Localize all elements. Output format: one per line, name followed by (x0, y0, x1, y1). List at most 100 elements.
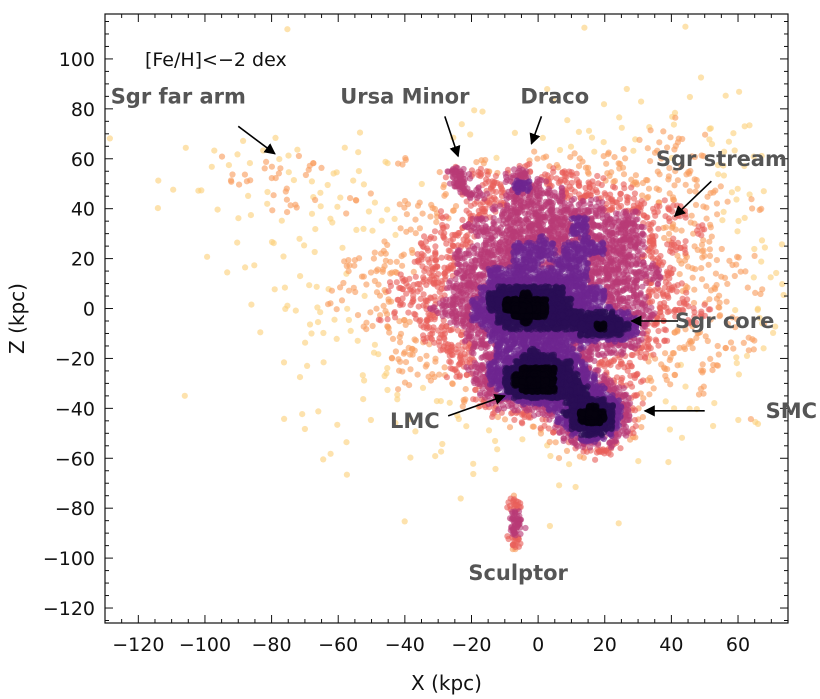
star-point (280, 359, 288, 366)
star-point (410, 292, 417, 299)
star-point (582, 184, 589, 192)
star-point (422, 238, 430, 245)
star-point (452, 203, 460, 210)
star-point (670, 197, 678, 204)
star-point (464, 232, 471, 239)
star-point (574, 443, 581, 450)
star-point (243, 178, 250, 185)
star-point (657, 309, 664, 316)
star-point (756, 314, 763, 322)
star-point (745, 347, 752, 354)
star-point (567, 171, 575, 178)
star-point (281, 415, 288, 422)
star-point (734, 185, 741, 192)
star-point (706, 296, 713, 303)
star-point (234, 239, 241, 246)
star-point (420, 244, 427, 251)
star-point (355, 168, 362, 175)
star-point (472, 386, 479, 393)
star-point (320, 456, 327, 463)
star-point (624, 199, 631, 206)
star-point (618, 358, 625, 366)
star-point (710, 422, 717, 430)
star-point (600, 139, 607, 146)
star-point (494, 446, 501, 453)
star-point (689, 338, 696, 345)
star-point (749, 336, 756, 343)
star-point (571, 150, 578, 157)
star-point (632, 172, 640, 179)
star-point (643, 334, 650, 341)
star-point (278, 217, 285, 224)
star-point (772, 323, 779, 330)
star-point (599, 199, 606, 206)
star-point (211, 147, 218, 154)
star-point (435, 327, 442, 334)
star-point (437, 208, 445, 215)
star-point (395, 160, 402, 167)
star-point (618, 376, 625, 383)
star-point (371, 341, 378, 348)
star-point (685, 317, 692, 324)
star-point (381, 263, 388, 270)
star-point (486, 331, 493, 338)
star-point (620, 385, 627, 392)
star-point (414, 288, 421, 295)
star-point (767, 274, 774, 281)
star-point (347, 195, 354, 202)
star-point (405, 344, 412, 351)
star-point (623, 85, 630, 93)
star-point (707, 306, 714, 313)
star-point (345, 316, 352, 324)
star-point (757, 290, 764, 298)
star-point (345, 268, 352, 275)
star-point (208, 163, 215, 170)
star-point (733, 360, 740, 367)
star-point (343, 439, 350, 446)
star-point (106, 135, 113, 142)
star-point (556, 482, 563, 489)
star-point (470, 350, 477, 357)
star-point (639, 251, 646, 258)
star-point (425, 247, 432, 254)
star-point (268, 175, 275, 182)
star-point (631, 190, 639, 197)
star-point (718, 245, 725, 253)
star-point (454, 232, 461, 239)
star-point (418, 256, 425, 263)
star-point (654, 268, 661, 276)
star-point (650, 238, 657, 245)
star-point (292, 307, 299, 314)
star-point (399, 286, 406, 293)
star-point (504, 244, 512, 251)
star-point (631, 417, 638, 424)
star-point (388, 269, 396, 276)
star-point (467, 131, 474, 138)
star-point (430, 304, 437, 311)
star-point (749, 205, 756, 212)
star-point (276, 156, 283, 163)
star-point (443, 223, 450, 230)
star-point (678, 162, 685, 169)
star-point (299, 411, 306, 418)
star-point (421, 276, 428, 283)
star-point (724, 280, 731, 287)
star-point (605, 149, 612, 156)
star-point (360, 181, 367, 188)
star-point (308, 210, 316, 217)
star-point (170, 186, 177, 193)
star-point (530, 412, 538, 419)
star-point (686, 188, 693, 195)
star-point (647, 158, 654, 165)
star-point (449, 242, 456, 249)
star-point (401, 317, 408, 324)
star-point (615, 520, 622, 527)
star-point (638, 98, 645, 105)
star-point (633, 235, 640, 242)
star-point (640, 259, 647, 266)
star-point (691, 176, 698, 183)
star-point (676, 300, 683, 307)
star-point (520, 245, 527, 252)
star-point (504, 210, 511, 217)
star-point (741, 123, 748, 130)
